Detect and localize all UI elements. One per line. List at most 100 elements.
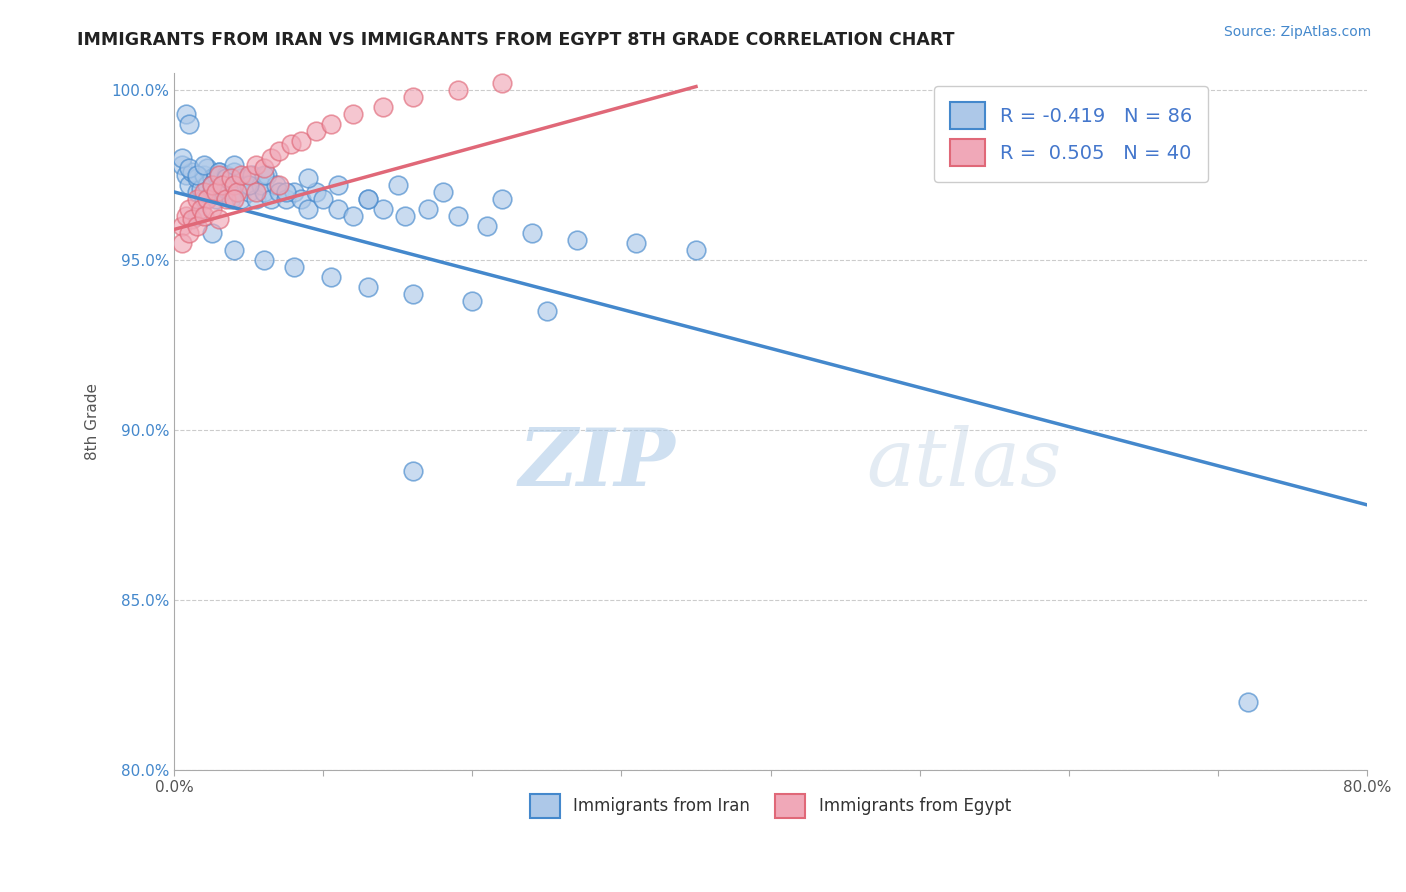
Text: ZIP: ZIP [519, 425, 675, 502]
Point [231, 192, 253, 206]
Point [186, 168, 208, 182]
Point [319, 117, 342, 131]
Point [432, 185, 454, 199]
Point [222, 178, 245, 193]
Point [200, 226, 222, 240]
Point [328, 202, 350, 216]
Point [174, 209, 197, 223]
Point [186, 209, 208, 223]
Point [491, 192, 513, 206]
Point [195, 192, 218, 206]
Point [193, 209, 215, 223]
Point [249, 178, 271, 193]
Point [215, 171, 238, 186]
Text: IMMIGRANTS FROM IRAN VS IMMIGRANTS FROM EGYPT 8TH GRADE CORRELATION CHART: IMMIGRANTS FROM IRAN VS IMMIGRANTS FROM … [77, 31, 955, 49]
Point [181, 212, 204, 227]
Point [222, 178, 245, 193]
Point [193, 168, 215, 182]
Point [179, 178, 201, 193]
Point [267, 144, 290, 158]
Point [280, 137, 302, 152]
Point [193, 192, 215, 206]
Point [357, 280, 380, 294]
Point [416, 202, 439, 216]
Point [200, 202, 222, 216]
Point [225, 185, 247, 199]
Point [253, 168, 276, 182]
Point [219, 192, 242, 206]
Point [305, 124, 328, 138]
Point [222, 243, 245, 257]
Point [357, 192, 380, 206]
Point [170, 158, 193, 172]
Point [342, 209, 364, 223]
Point [190, 181, 212, 195]
Point [536, 304, 558, 318]
Point [253, 185, 276, 199]
Point [238, 168, 260, 182]
Point [297, 171, 319, 186]
Point [290, 192, 312, 206]
Point [256, 168, 278, 182]
Point [195, 178, 218, 193]
Point [170, 151, 193, 165]
Point [193, 158, 215, 172]
Point [208, 212, 231, 227]
Point [461, 293, 484, 308]
Point [274, 192, 297, 206]
Point [283, 260, 305, 274]
Point [200, 185, 222, 199]
Point [283, 185, 305, 199]
Point [253, 252, 276, 267]
Point [371, 202, 394, 216]
Legend: Immigrants from Iran, Immigrants from Egypt: Immigrants from Iran, Immigrants from Eg… [523, 788, 1018, 824]
Point [179, 117, 201, 131]
Point [211, 185, 233, 199]
Point [290, 134, 312, 148]
Point [357, 192, 380, 206]
Point [186, 171, 208, 186]
Point [215, 168, 238, 182]
Point [231, 168, 253, 182]
Point [305, 185, 328, 199]
Point [170, 235, 193, 250]
Point [208, 164, 231, 178]
Point [179, 161, 201, 176]
Point [238, 178, 260, 193]
Point [274, 185, 297, 199]
Point [186, 192, 208, 206]
Point [387, 178, 409, 193]
Point [225, 185, 247, 199]
Point [267, 185, 290, 199]
Point [477, 219, 499, 233]
Point [208, 164, 231, 178]
Point [267, 178, 290, 193]
Point [565, 233, 588, 247]
Point [205, 168, 228, 182]
Point [342, 107, 364, 121]
Point [222, 158, 245, 172]
Point [235, 178, 257, 193]
Point [179, 226, 201, 240]
Point [260, 192, 283, 206]
Point [195, 161, 218, 176]
Point [174, 168, 197, 182]
Point [219, 171, 242, 186]
Point [402, 89, 425, 103]
Point [319, 270, 342, 285]
Point [685, 243, 707, 257]
Point [238, 185, 260, 199]
Point [200, 178, 222, 193]
Point [208, 178, 231, 193]
Point [205, 185, 228, 199]
Point [190, 202, 212, 216]
Point [312, 192, 335, 206]
Point [491, 76, 513, 90]
Point [174, 107, 197, 121]
Point [328, 178, 350, 193]
Point [1236, 695, 1258, 709]
Point [394, 209, 416, 223]
Point [446, 209, 468, 223]
Text: Source: ZipAtlas.com: Source: ZipAtlas.com [1223, 25, 1371, 39]
Point [253, 161, 276, 176]
